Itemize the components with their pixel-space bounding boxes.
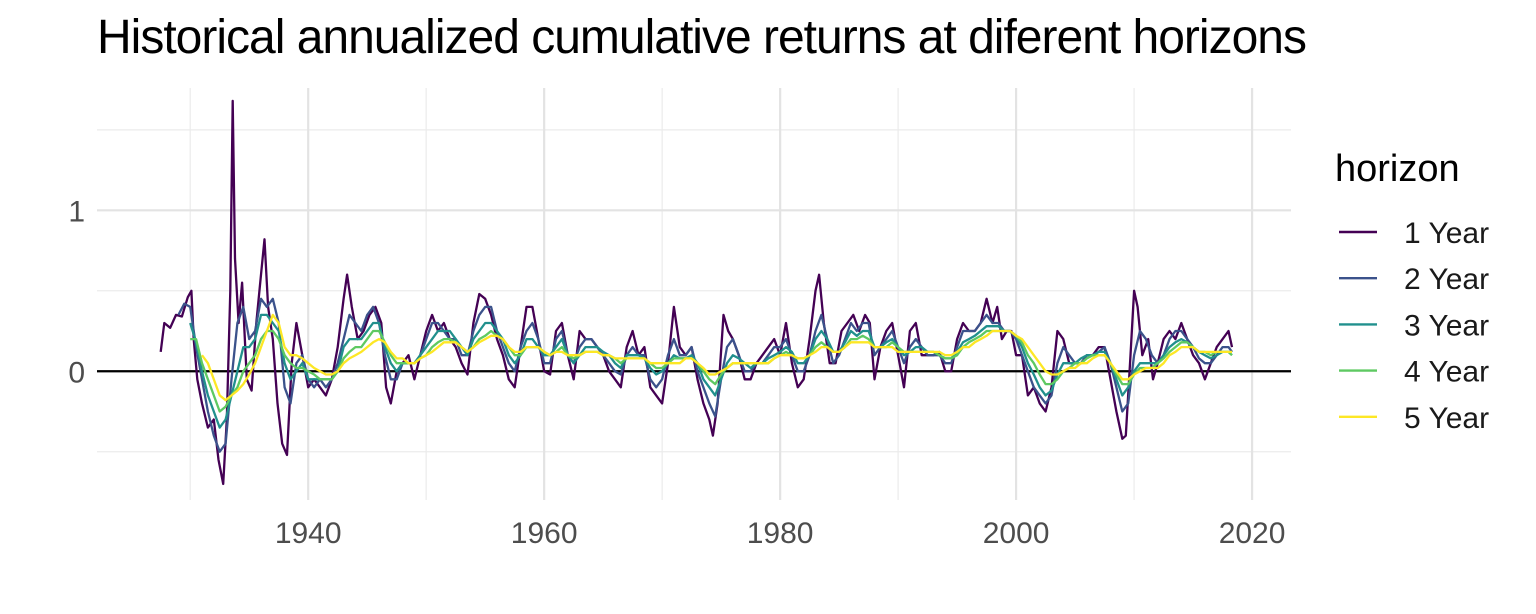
x-tick-label: 2020 <box>1219 517 1286 550</box>
series-line-3-year <box>189 313 1233 429</box>
series-line-4-year <box>190 329 1233 413</box>
axis-tick-labels: 1940 1960 1980 2000 2020 0 1 <box>68 195 1285 550</box>
legend: horizon 1 Year 2 Year 3 Year 4 Year 5 Year <box>1335 148 1489 435</box>
chart-title: Historical annualized cumulative returns… <box>97 11 1307 64</box>
legend-label: 1 Year <box>1404 217 1489 250</box>
x-tick-label: 1940 <box>275 517 342 550</box>
legend-label: 4 Year <box>1404 356 1489 389</box>
series-lines <box>159 99 1234 486</box>
grid-lines <box>97 88 1291 500</box>
series-line-1-year <box>159 99 1234 486</box>
legend-title: horizon <box>1335 148 1460 190</box>
legend-label: 3 Year <box>1404 309 1489 342</box>
series-line-5-year <box>201 313 1232 402</box>
series-line-2-year <box>177 297 1233 453</box>
x-tick-label: 1980 <box>747 517 814 550</box>
x-tick-label: 2000 <box>983 517 1050 550</box>
x-tick-label: 1960 <box>511 517 578 550</box>
legend-label: 2 Year <box>1404 263 1489 296</box>
legend-label: 5 Year <box>1404 402 1489 435</box>
y-tick-label: 0 <box>68 356 85 389</box>
y-tick-label: 1 <box>68 195 85 228</box>
